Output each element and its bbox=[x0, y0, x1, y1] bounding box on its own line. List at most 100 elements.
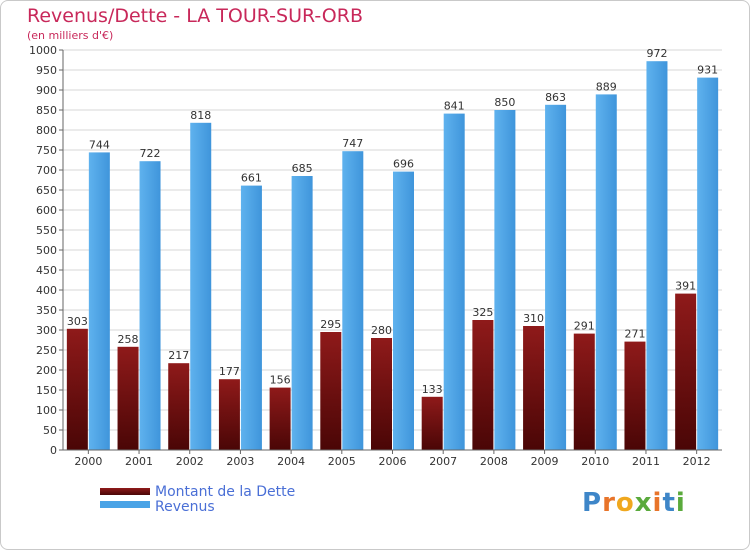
y-tick-label: 800 bbox=[36, 124, 57, 137]
bar-debt bbox=[66, 328, 88, 450]
x-tick-label: 2005 bbox=[328, 455, 356, 468]
y-tick-label: 950 bbox=[36, 64, 57, 77]
y-tick-label: 900 bbox=[36, 84, 57, 97]
bar-debt bbox=[421, 396, 443, 450]
value-label-revenue: 661 bbox=[241, 172, 262, 185]
bar-debt bbox=[168, 363, 190, 450]
value-label-debt: 133 bbox=[422, 383, 443, 396]
bar-revenue bbox=[240, 185, 262, 450]
value-label-debt: 271 bbox=[624, 328, 645, 341]
value-label-debt: 310 bbox=[523, 312, 544, 325]
y-tick-label: 850 bbox=[36, 104, 57, 117]
bar-debt bbox=[624, 341, 646, 450]
chart-title: Revenus/Dette - LA TOUR-SUR-ORB bbox=[27, 5, 363, 27]
legend-swatch-revenue bbox=[100, 501, 150, 508]
x-tick-label: 2010 bbox=[581, 455, 609, 468]
bar-debt bbox=[320, 332, 342, 450]
legend-label-revenue: Revenus bbox=[155, 499, 215, 515]
value-label-debt: 325 bbox=[472, 306, 493, 319]
y-tick-label: 600 bbox=[36, 204, 57, 217]
legend-swatch-debt bbox=[100, 488, 150, 495]
x-tick-label: 2006 bbox=[379, 455, 407, 468]
bar-debt bbox=[269, 387, 291, 450]
x-tick-label: 2009 bbox=[531, 455, 559, 468]
y-tick-label: 200 bbox=[36, 364, 57, 377]
logo-letter: t bbox=[662, 488, 676, 518]
bar-revenue bbox=[595, 94, 617, 451]
value-label-debt: 258 bbox=[118, 333, 139, 346]
y-tick-label: 50 bbox=[43, 424, 57, 437]
proxiti-logo: Proxiti bbox=[582, 488, 686, 518]
y-tick-label: 750 bbox=[36, 144, 57, 157]
y-tick-label: 0 bbox=[50, 444, 57, 457]
bar-debt bbox=[573, 333, 595, 450]
bar-revenue bbox=[545, 104, 567, 451]
logo-letter: r bbox=[602, 488, 616, 518]
bar-revenue bbox=[88, 152, 110, 450]
logo-letter: o bbox=[615, 488, 635, 518]
bar-debt bbox=[675, 293, 697, 450]
x-tick-label: 2012 bbox=[683, 455, 711, 468]
bar-revenue bbox=[697, 77, 719, 450]
x-tick-label: 2004 bbox=[277, 455, 305, 468]
logo-letter: i bbox=[675, 488, 686, 518]
value-label-revenue: 722 bbox=[140, 147, 161, 160]
value-label-debt: 217 bbox=[168, 349, 189, 362]
y-tick-label: 350 bbox=[36, 304, 57, 317]
value-label-debt: 156 bbox=[270, 374, 291, 387]
value-label-revenue: 685 bbox=[292, 162, 313, 175]
logo-letter: P bbox=[582, 488, 603, 518]
value-label-debt: 291 bbox=[574, 320, 595, 333]
bar-debt bbox=[218, 379, 240, 450]
bar-revenue bbox=[342, 151, 364, 450]
y-tick-label: 700 bbox=[36, 164, 57, 177]
value-label-revenue: 696 bbox=[393, 158, 414, 171]
bar-revenue bbox=[190, 122, 212, 451]
bar-revenue bbox=[139, 161, 161, 450]
value-label-revenue: 744 bbox=[89, 138, 110, 151]
x-tick-label: 2008 bbox=[480, 455, 508, 468]
y-tick-label: 1000 bbox=[29, 44, 57, 57]
bar-revenue bbox=[494, 110, 516, 450]
value-label-revenue: 850 bbox=[494, 96, 515, 109]
y-tick-label: 100 bbox=[36, 404, 57, 417]
chart-subtitle: (en milliers d'€) bbox=[27, 29, 114, 42]
bar-debt bbox=[472, 320, 494, 450]
value-label-debt: 177 bbox=[219, 365, 240, 378]
bar-revenue bbox=[646, 61, 668, 450]
value-label-debt: 303 bbox=[67, 315, 88, 328]
legend-label-debt: Montant de la Dette bbox=[155, 484, 296, 500]
bar-revenue bbox=[443, 113, 465, 450]
value-label-debt: 280 bbox=[371, 324, 392, 337]
value-label-revenue: 931 bbox=[697, 64, 718, 77]
x-tick-label: 2007 bbox=[429, 455, 457, 468]
y-tick-label: 500 bbox=[36, 244, 57, 257]
value-label-revenue: 818 bbox=[190, 109, 211, 122]
value-label-revenue: 841 bbox=[444, 100, 465, 113]
value-label-revenue: 863 bbox=[545, 91, 566, 104]
bar-debt bbox=[523, 326, 545, 450]
y-tick-label: 650 bbox=[36, 184, 57, 197]
x-tick-label: 2002 bbox=[176, 455, 204, 468]
bar-debt bbox=[117, 346, 139, 450]
bar-revenue bbox=[291, 176, 313, 450]
y-tick-label: 250 bbox=[36, 344, 57, 357]
logo-letter: i bbox=[652, 488, 663, 518]
value-label-revenue: 747 bbox=[342, 137, 363, 150]
bar-debt bbox=[371, 338, 392, 450]
y-tick-label: 400 bbox=[36, 284, 57, 297]
bar-revenue bbox=[393, 171, 414, 450]
value-label-debt: 295 bbox=[320, 318, 341, 331]
value-label-revenue: 889 bbox=[596, 80, 617, 93]
value-label-revenue: 972 bbox=[646, 47, 667, 60]
x-tick-label: 2001 bbox=[125, 455, 153, 468]
y-tick-label: 450 bbox=[36, 264, 57, 277]
y-tick-label: 150 bbox=[36, 384, 57, 397]
y-tick-label: 300 bbox=[36, 324, 57, 337]
value-label-debt: 391 bbox=[675, 280, 696, 293]
x-tick-label: 2011 bbox=[632, 455, 660, 468]
x-tick-label: 2003 bbox=[226, 455, 254, 468]
logo-letter: x bbox=[634, 488, 653, 518]
